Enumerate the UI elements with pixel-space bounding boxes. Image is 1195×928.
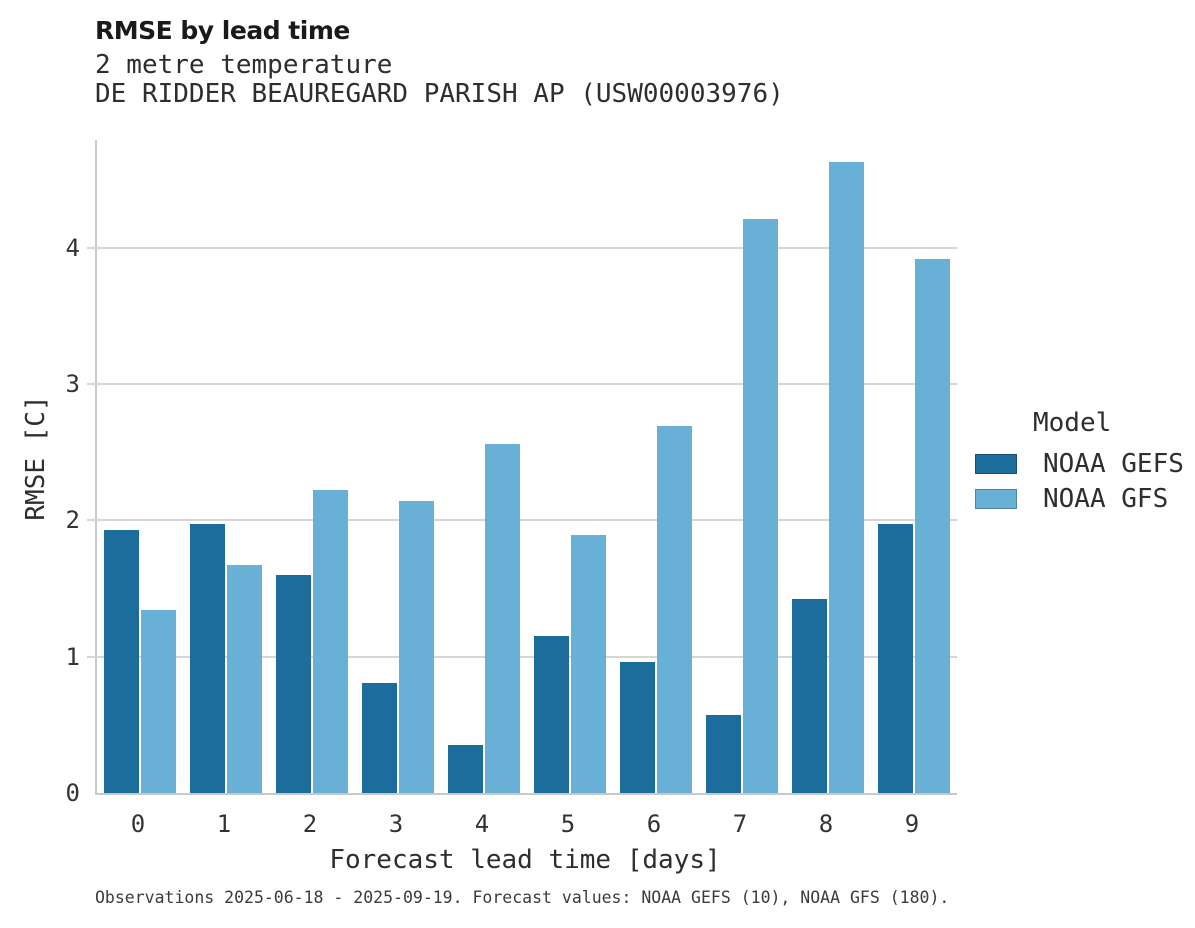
legend-swatch-icon <box>975 488 1017 509</box>
legend-entry-noaa-gefs: NOAA GEFS <box>975 446 1184 481</box>
bar-noaa-gfs-lead-6 <box>657 426 692 793</box>
y-tick-label-2: 2 <box>65 506 80 535</box>
legend-swatch-icon <box>975 453 1017 474</box>
legend-label: NOAA GEFS <box>1043 448 1184 479</box>
bar-group-lead-1 <box>183 524 269 793</box>
y-axis-label: RMSE [C] <box>21 395 51 521</box>
x-tick-label-7: 7 <box>732 810 748 838</box>
x-tick-label-5: 5 <box>560 810 576 838</box>
x-tick-label-8: 8 <box>818 810 834 838</box>
y-tick-label-4: 4 <box>65 233 80 262</box>
gridline-y3 <box>87 383 957 386</box>
y-tick-label-3: 3 <box>65 370 80 399</box>
bar-noaa-gefs-lead-4 <box>448 745 483 793</box>
bar-noaa-gefs-lead-5 <box>534 636 569 793</box>
x-tick-label-0: 0 <box>130 810 146 838</box>
bar-noaa-gfs-lead-1 <box>227 565 262 793</box>
bar-group-lead-0 <box>97 529 183 793</box>
chart-subtitle-variable: 2 metre temperature <box>95 50 393 80</box>
x-axis-label: Forecast lead time [days] <box>329 845 721 875</box>
legend: Model NOAA GEFS NOAA GFS <box>975 408 1184 516</box>
x-tick-label-6: 6 <box>646 810 662 838</box>
bar-noaa-gefs-lead-3 <box>362 682 397 793</box>
gridline-y2 <box>87 519 957 522</box>
legend-title: Model <box>1033 408 1112 438</box>
bar-noaa-gefs-lead-7 <box>706 715 741 793</box>
bar-noaa-gfs-lead-0 <box>141 610 176 793</box>
bar-noaa-gfs-lead-5 <box>571 535 606 793</box>
gridline-y4 <box>87 246 957 249</box>
bar-group-lead-8 <box>785 161 871 793</box>
x-tick-label-9: 9 <box>904 810 920 838</box>
y-tick-label-0: 0 <box>65 779 80 807</box>
bar-noaa-gefs-lead-6 <box>620 662 655 793</box>
legend-label: NOAA GFS <box>1043 483 1169 514</box>
y-tick-label-1: 1 <box>65 642 80 671</box>
bar-group-lead-4 <box>441 444 527 793</box>
x-tick-label-2: 2 <box>302 810 318 838</box>
chart-title: RMSE by lead time <box>95 16 350 45</box>
bar-group-lead-7 <box>699 219 785 793</box>
bar-noaa-gfs-lead-8 <box>829 161 864 793</box>
plot-area <box>87 140 957 795</box>
bar-noaa-gfs-lead-2 <box>313 490 348 793</box>
legend-entry-noaa-gfs: NOAA GFS <box>975 481 1184 516</box>
bar-noaa-gefs-lead-2 <box>276 574 311 793</box>
gridline-y1 <box>87 655 957 658</box>
bar-noaa-gfs-lead-3 <box>399 501 434 793</box>
bar-group-lead-6 <box>613 426 699 793</box>
bar-group-lead-3 <box>355 501 441 793</box>
x-tick-label-3: 3 <box>388 810 404 838</box>
bar-noaa-gefs-lead-8 <box>792 599 827 793</box>
x-tick-label-4: 4 <box>474 810 490 838</box>
footnote: Observations 2025-06-18 - 2025-09-19. Fo… <box>95 888 950 907</box>
bar-noaa-gfs-lead-7 <box>743 219 778 793</box>
bar-noaa-gefs-lead-9 <box>878 524 913 793</box>
chart-subtitle-station: DE RIDDER BEAUREGARD PARISH AP (USW00003… <box>95 79 784 109</box>
bar-noaa-gfs-lead-9 <box>915 258 950 793</box>
bar-noaa-gfs-lead-4 <box>485 444 520 793</box>
bar-noaa-gefs-lead-1 <box>190 524 225 793</box>
x-tick-label-1: 1 <box>216 810 232 838</box>
bar-group-lead-5 <box>527 535 613 793</box>
bar-group-lead-9 <box>871 258 957 793</box>
bar-group-lead-2 <box>269 490 355 793</box>
bar-noaa-gefs-lead-0 <box>104 529 139 793</box>
